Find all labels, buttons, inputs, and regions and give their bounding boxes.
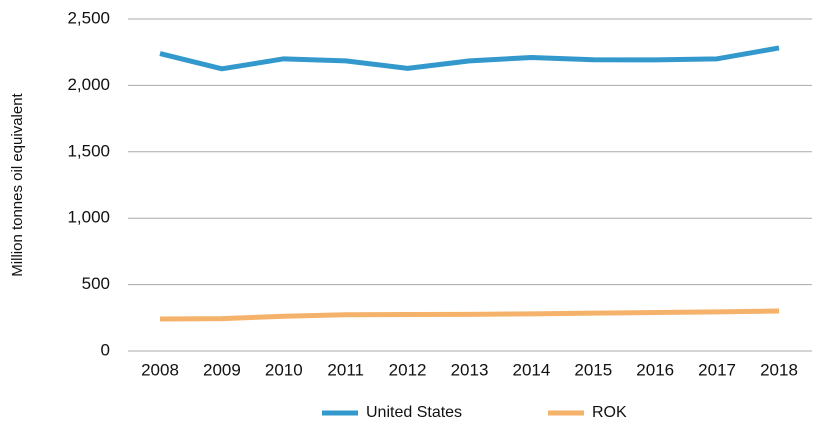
x-tick-label: 2018 [760, 360, 798, 379]
x-tick-label: 2016 [636, 360, 674, 379]
y-axis-label: Million tonnes oil equivalent [9, 92, 26, 276]
y-tick-label: 2,000 [67, 75, 110, 94]
x-tick-label: 2011 [327, 360, 364, 379]
y-tick-label: 1,000 [67, 208, 110, 227]
series-line [159, 308, 780, 322]
x-tick-label: 2008 [141, 360, 179, 379]
x-tick-label: 2014 [512, 360, 550, 379]
series-line [159, 45, 780, 72]
y-tick-label: 1,500 [67, 141, 110, 160]
y-tick-label: 0 [101, 340, 110, 359]
y-tick-label: 2,500 [67, 8, 110, 27]
x-tick-label: 2010 [265, 360, 303, 379]
x-tick-label: 2017 [698, 360, 736, 379]
y-tick-label: 500 [82, 274, 110, 293]
x-tick-label: 2012 [389, 360, 427, 379]
x-tick-label: 2009 [203, 360, 241, 379]
legend-label: ROK [592, 404, 627, 421]
legend-label: United States [366, 404, 462, 421]
x-tick-label: 2015 [574, 360, 612, 379]
x-tick-label: 2013 [451, 360, 489, 379]
